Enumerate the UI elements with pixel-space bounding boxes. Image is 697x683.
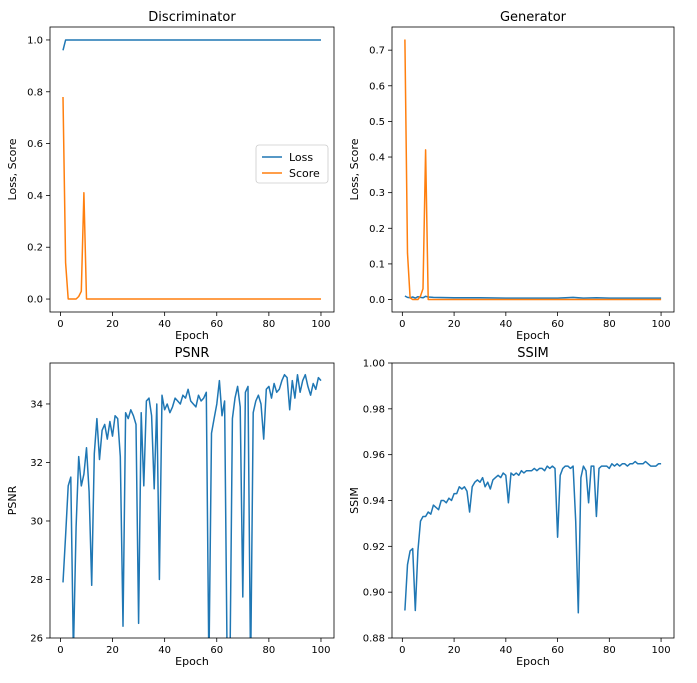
y-tick-label: 28 (30, 575, 43, 586)
y-tick-label: 0.4 (27, 191, 43, 202)
x-tick-label: 80 (262, 645, 275, 656)
y-tick-label: 0.2 (369, 224, 385, 235)
y-axis-label: SSIM (348, 487, 361, 514)
y-tick-label: 32 (30, 458, 43, 469)
x-tick-label: 100 (652, 319, 671, 330)
y-tick-label: 0.6 (27, 139, 43, 150)
y-tick-label: 1.0 (27, 35, 43, 46)
series-line-loss (62, 39, 321, 51)
y-tick-label: 26 (30, 634, 43, 645)
y-axis-label: PSNR (6, 485, 19, 515)
x-tick-label: 0 (399, 645, 405, 656)
chart-panel-1: 0 20 40 60 80 100 0.0 0.2 0.4 0.6 0.8 1.0 Discrimina… (6, 10, 335, 342)
x-axis-label: Epoch (516, 329, 550, 342)
y-tick-label: 0.0 (27, 295, 43, 306)
y-tick-label: 0.94 (363, 496, 385, 507)
y-tick-label: 0.0 (369, 295, 385, 306)
x-tick-label: 20 (448, 319, 461, 330)
y-tick-label: 0.1 (369, 259, 385, 270)
axes-frame (49, 362, 335, 639)
x-tick-label: 60 (210, 319, 223, 330)
x-tick-label: 100 (652, 645, 671, 656)
y-tick-label: 1.00 (363, 359, 385, 370)
x-tick-label: 80 (262, 319, 275, 330)
x-tick-label: 80 (603, 319, 616, 330)
chart-title: SSIM (517, 346, 549, 361)
y-tick-label: 34 (30, 399, 43, 410)
chart-panel-3: 0 20 40 60 80 100 26 28 30 32 34 PSNR Epoch PSNR (6, 346, 335, 668)
x-tick-label: 40 (499, 319, 512, 330)
y-tick-label: 0.92 (363, 542, 385, 553)
y-tick-label: 0.2 (27, 243, 43, 254)
x-tick-label: 100 (311, 645, 330, 656)
x-axis-label: Epoch (516, 655, 550, 668)
legend-label-loss: Loss (289, 151, 313, 164)
chart-title: Generator (500, 10, 567, 25)
y-tick-label: 0.6 (369, 81, 385, 92)
y-tick-label: 0.96 (363, 450, 385, 461)
x-tick-label: 60 (551, 645, 564, 656)
series-line-ssim (404, 460, 662, 614)
y-tick-label: 30 (30, 516, 43, 527)
plot-area (404, 460, 662, 614)
y-tick-label: 0.98 (363, 404, 385, 415)
y-tick-label: 0.3 (369, 188, 385, 199)
x-tick-label: 80 (603, 645, 616, 656)
y-tick-label: 0.4 (369, 153, 385, 164)
axes-frame (391, 26, 675, 313)
y-axis-label: Loss, Score (348, 138, 361, 200)
series-line-score (62, 96, 321, 300)
x-tick-label: 60 (551, 319, 564, 330)
chart-panel-4: 0 20 40 60 80 100 0.88 0.90 0.92 0.94 0.96 0.98 1.00… (348, 346, 675, 668)
x-tick-label: 40 (158, 319, 171, 330)
x-tick-label: 40 (499, 645, 512, 656)
plot-area (404, 39, 662, 301)
series-line-score (404, 39, 662, 301)
x-tick-label: 60 (210, 645, 223, 656)
x-tick-label: 0 (57, 645, 63, 656)
x-axis-label: Epoch (175, 329, 209, 342)
legend: Loss Score (255, 144, 329, 184)
plot-area (62, 39, 321, 300)
axes-frame (49, 26, 335, 313)
chart-title: Discriminator (148, 10, 236, 25)
series-line-psnr (62, 373, 322, 638)
axes-frame (391, 362, 675, 639)
series-line-loss (404, 295, 662, 299)
x-tick-label: 0 (399, 319, 405, 330)
y-tick-label: 0.8 (27, 87, 43, 98)
x-tick-label: 20 (106, 645, 119, 656)
y-tick-label: 0.88 (363, 634, 385, 645)
legend-label-score: Score (289, 167, 320, 180)
plot-area (62, 373, 322, 638)
chart-title: PSNR (175, 346, 210, 361)
y-tick-label: 0.5 (369, 117, 385, 128)
x-tick-label: 20 (106, 319, 119, 330)
y-axis-label: Loss, Score (6, 138, 19, 200)
y-tick-label: 0.90 (363, 588, 385, 599)
x-tick-label: 40 (158, 645, 171, 656)
x-tick-label: 20 (448, 645, 461, 656)
x-tick-label: 100 (311, 319, 330, 330)
chart-panel-2: 0 20 40 60 80 100 0.0 0.1 0.2 0.3 0.4 0.5 0.6 0.7 Gene… (348, 10, 675, 342)
y-tick-label: 0.7 (369, 46, 385, 57)
x-axis-label: Epoch (175, 655, 209, 668)
x-tick-label: 0 (57, 319, 63, 330)
